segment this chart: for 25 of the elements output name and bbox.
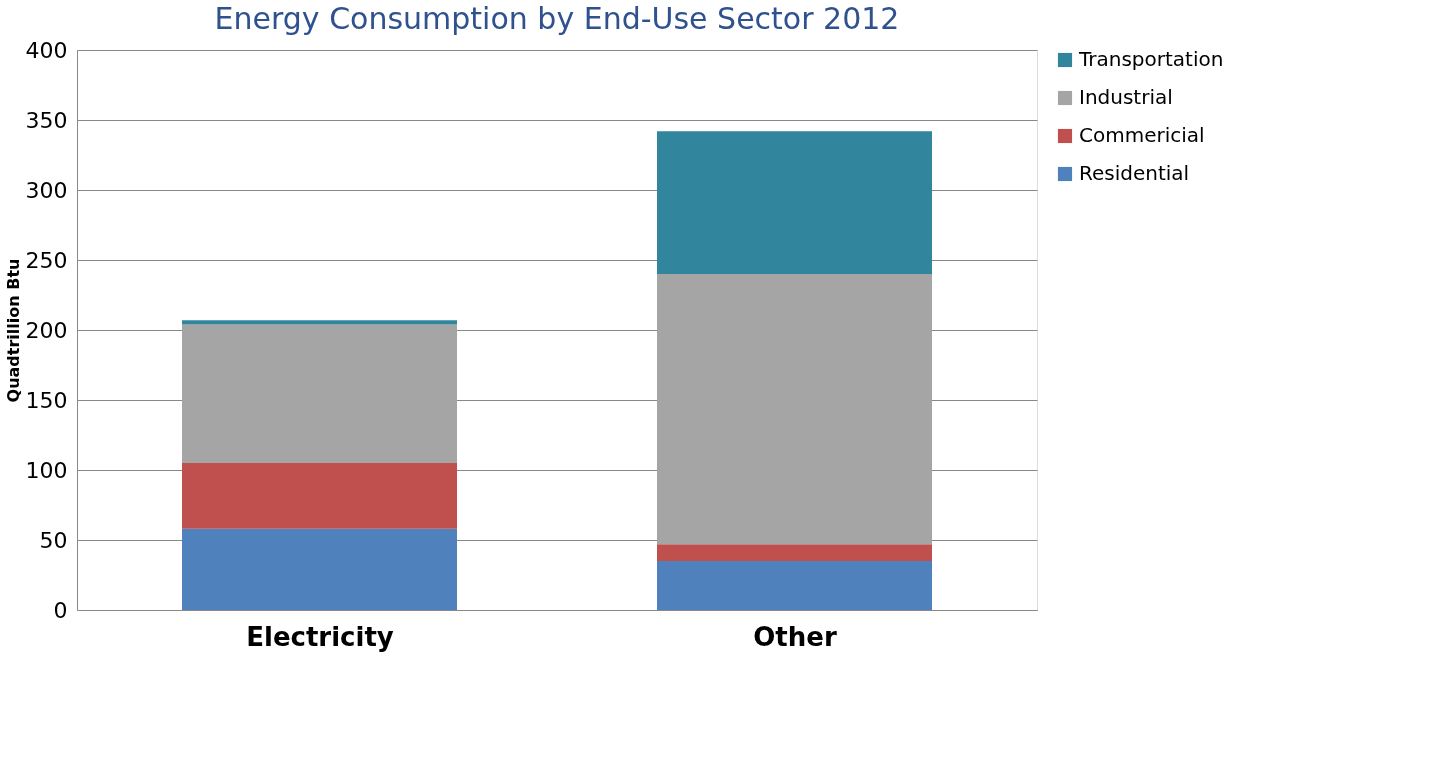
x-tick-label: Other [753, 621, 837, 652]
y-tick-label: 200 [25, 317, 68, 343]
legend-label: Residential [1079, 161, 1190, 185]
y-tick-label: 300 [25, 177, 68, 203]
bar [657, 131, 932, 274]
legend-label: Transportation [1078, 47, 1224, 71]
bar [182, 528, 457, 610]
y-tick-label: 250 [25, 247, 68, 273]
y-tick-label: 50 [39, 527, 68, 553]
bar [182, 320, 457, 325]
bar [657, 274, 932, 545]
legend-label: Industrial [1079, 85, 1173, 109]
legend-label: Commericial [1079, 123, 1205, 147]
bar [657, 544, 932, 561]
y-tick-label: 400 [25, 37, 68, 63]
bar [657, 561, 932, 610]
y-tick-label: 0 [53, 597, 68, 623]
bar [182, 463, 457, 529]
y-tick-label: 350 [25, 107, 68, 133]
y-tick-label: 150 [25, 387, 68, 413]
y-tick-label: 100 [25, 457, 68, 483]
bar [182, 324, 457, 463]
chart-title: Energy Consumption by End-Use Sector 2012 [214, 1, 900, 36]
x-tick-label: Electricity [246, 621, 394, 652]
y-axis-title: Quadtrillion Btu [3, 258, 23, 403]
